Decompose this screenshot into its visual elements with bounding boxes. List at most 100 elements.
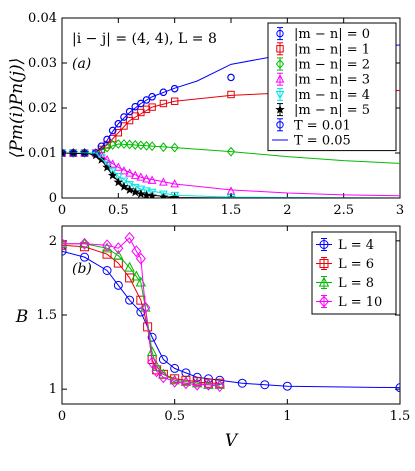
- data-point: [130, 183, 140, 193]
- legend-label: |m − n| = 5: [294, 103, 370, 118]
- data-point: [170, 363, 180, 373]
- series-11: [62, 152, 400, 197]
- legend-marker: [275, 74, 285, 83]
- data-point: [113, 162, 123, 171]
- x-tick-label: 0: [58, 409, 66, 424]
- data-point: [227, 73, 235, 82]
- series-10: [62, 143, 400, 164]
- data-point: [79, 237, 90, 250]
- data-point: [142, 96, 151, 104]
- data-point: [137, 99, 145, 108]
- y-tick-label: 0.04: [28, 11, 57, 26]
- legend-label: |m − n| = 0: [294, 27, 370, 42]
- data-point: [114, 120, 123, 128]
- data-point: [142, 140, 151, 151]
- data-point: [131, 139, 140, 150]
- data-point: [62, 240, 67, 250]
- series-line: [62, 152, 400, 197]
- data-point: [125, 295, 135, 305]
- legend-marker: [276, 29, 284, 38]
- panel-a-label: (a): [72, 56, 91, 72]
- data-point: [170, 142, 179, 153]
- y-tick-label: 0.03: [28, 56, 57, 71]
- series-3: [62, 237, 225, 389]
- legend-label: |m − n| = 2: [294, 58, 370, 73]
- legend-marker: [276, 121, 284, 129]
- data-point: [108, 159, 118, 168]
- legend-marker: [318, 295, 330, 308]
- data-point: [158, 355, 168, 364]
- data-point: [158, 368, 169, 379]
- legend-label: L = 8: [338, 276, 374, 291]
- x-tick-label: 1: [171, 203, 179, 218]
- legend-label: |m − n| = 4: [294, 88, 370, 103]
- data-point: [395, 383, 400, 393]
- legend-marker: [275, 91, 285, 100]
- data-point: [131, 245, 142, 258]
- data-point: [159, 88, 168, 96]
- data-point: [79, 237, 90, 248]
- series-13: [62, 152, 400, 198]
- data-point: [124, 261, 135, 272]
- data-point: [103, 135, 111, 144]
- panel-a-ylabel: ⟨Pm(i)Pn(j)⟩: [7, 58, 27, 158]
- data-point: [62, 246, 67, 256]
- panel-b-xlabel: V: [225, 431, 239, 451]
- panel-a: 0 0.5 1 1.5 2 2.5 3 0 0.01 0.02 0.03 0.04 ⟨Pm(i)Pn(…: [7, 11, 404, 218]
- panel-a-legend: |m − n| = 0|m − n| = 1|m − n| = 2|m − n|…: [267, 22, 397, 152]
- series-12: [62, 152, 400, 198]
- data-point: [140, 301, 151, 314]
- data-point: [125, 116, 134, 125]
- data-point: [180, 377, 191, 390]
- data-point: [131, 102, 139, 111]
- x-tick-label: 2.5: [333, 203, 354, 218]
- legend-label: L = 6: [338, 257, 374, 272]
- y-tick-label: 1: [49, 382, 57, 397]
- data-point: [113, 280, 123, 290]
- data-point: [113, 242, 124, 255]
- data-point: [148, 103, 156, 111]
- data-point: [158, 371, 169, 384]
- y-tick-label: 0.02: [28, 101, 57, 116]
- y-tick-label: 0: [49, 191, 57, 206]
- data-point: [159, 142, 168, 153]
- x-tick-label: 0.5: [164, 409, 185, 424]
- series-line: [62, 237, 220, 387]
- panel-a-annotation: |i − j| = (4, 4), L = 8: [72, 31, 217, 47]
- panel-b-legend: L = 4 L = 6 L = 8 L = 10: [311, 231, 397, 315]
- data-point: [159, 190, 168, 198]
- series-line: [62, 250, 400, 389]
- series-line: [62, 143, 400, 164]
- legend-label: L = 4: [338, 238, 374, 253]
- x-tick-label: 1: [283, 409, 291, 424]
- data-point: [282, 381, 292, 391]
- series-8: [62, 44, 400, 154]
- data-point: [147, 188, 157, 198]
- series-line: [62, 152, 400, 198]
- panel-a-series: [62, 44, 400, 198]
- legend-label: T = 0.01: [294, 118, 351, 133]
- series-line: [62, 243, 220, 386]
- legend-marker: [319, 259, 329, 268]
- data-point: [237, 378, 247, 388]
- x-tick-label: 0: [58, 203, 66, 218]
- data-point: [147, 332, 157, 342]
- data-point: [124, 231, 135, 244]
- data-point: [113, 177, 124, 187]
- legend-marker: [276, 45, 284, 53]
- data-point: [102, 239, 113, 252]
- panel-b-label: (b): [72, 261, 92, 277]
- data-point: [148, 93, 156, 101]
- series-4: [62, 231, 225, 393]
- x-tick-label: 2: [283, 203, 291, 218]
- y-tick-label: 0.01: [28, 146, 57, 161]
- legend-marker: [318, 276, 330, 287]
- legend-marker: [319, 240, 329, 249]
- legend-marker: [275, 59, 285, 69]
- data-point: [62, 237, 68, 248]
- plot-area: [62, 44, 400, 198]
- data-point: [170, 84, 179, 93]
- data-point: [119, 139, 129, 149]
- series-1: [62, 73, 235, 157]
